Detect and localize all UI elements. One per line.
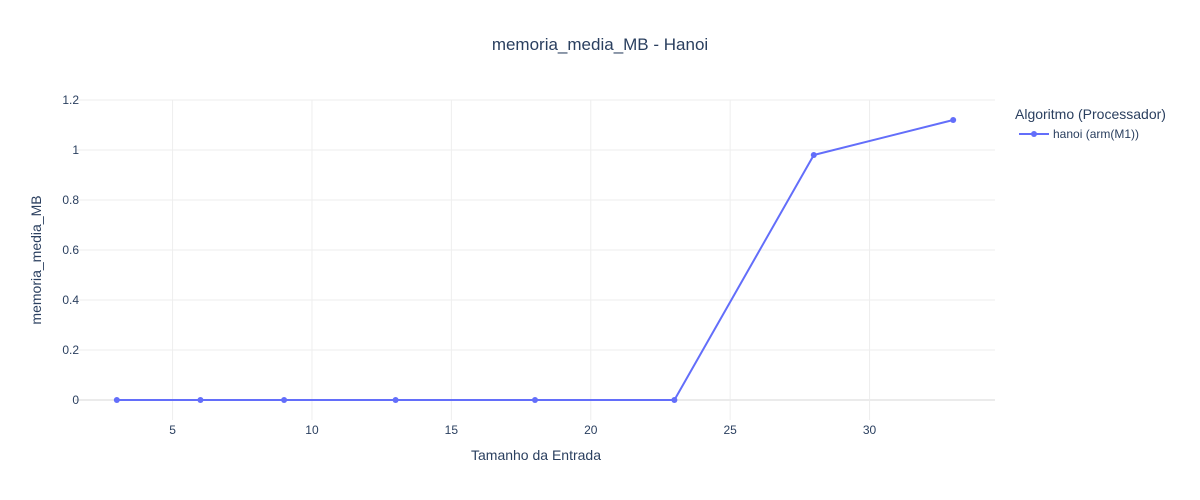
y-tick-label: 1 xyxy=(72,143,79,157)
x-tick-label: 5 xyxy=(169,423,176,437)
data-point[interactable] xyxy=(197,397,204,403)
y-tick-label: 0.8 xyxy=(62,193,79,207)
data-point[interactable] xyxy=(113,397,120,403)
y-axis-title: memoria_media_MB xyxy=(28,195,44,324)
data-point[interactable] xyxy=(392,397,399,403)
legend-item-hanoi[interactable]: hanoi (arm(M1)) xyxy=(1019,127,1139,141)
x-tick-label: 10 xyxy=(305,423,319,437)
y-tick-label: 0.6 xyxy=(62,243,79,257)
chart-title: memoria_media_MB - Hanoi xyxy=(492,35,708,54)
y-ticks: 0 0.2 0.4 0.6 0.8 1 1.2 xyxy=(62,93,79,407)
legend-title: Algoritmo (Processador) xyxy=(1015,106,1166,122)
grid-layer xyxy=(75,99,995,420)
x-axis-title: Tamanho da Entrada xyxy=(471,447,601,463)
y-tick-label: 1.2 xyxy=(62,93,79,107)
y-tick-label: 0 xyxy=(72,393,79,407)
data-point[interactable] xyxy=(281,397,288,403)
data-point[interactable] xyxy=(671,397,678,403)
y-tick-label: 0.4 xyxy=(62,293,79,307)
x-ticks: 5 10 15 20 25 30 xyxy=(169,423,876,437)
data-point[interactable] xyxy=(950,117,957,123)
series-line xyxy=(116,119,954,401)
x-tick-label: 15 xyxy=(445,423,459,437)
x-tick-label: 30 xyxy=(863,423,877,437)
x-tick-label: 20 xyxy=(584,423,598,437)
legend-label: hanoi (arm(M1)) xyxy=(1053,127,1139,141)
legend[interactable]: Algoritmo (Processador) hanoi (arm(M1)) xyxy=(1015,106,1166,141)
data-point[interactable] xyxy=(532,397,538,403)
y-tick-label: 0.2 xyxy=(62,343,79,357)
legend-marker-swatch xyxy=(1031,131,1037,137)
data-point[interactable] xyxy=(810,152,817,158)
series-layer xyxy=(113,117,957,403)
x-tick-label: 25 xyxy=(723,423,737,437)
